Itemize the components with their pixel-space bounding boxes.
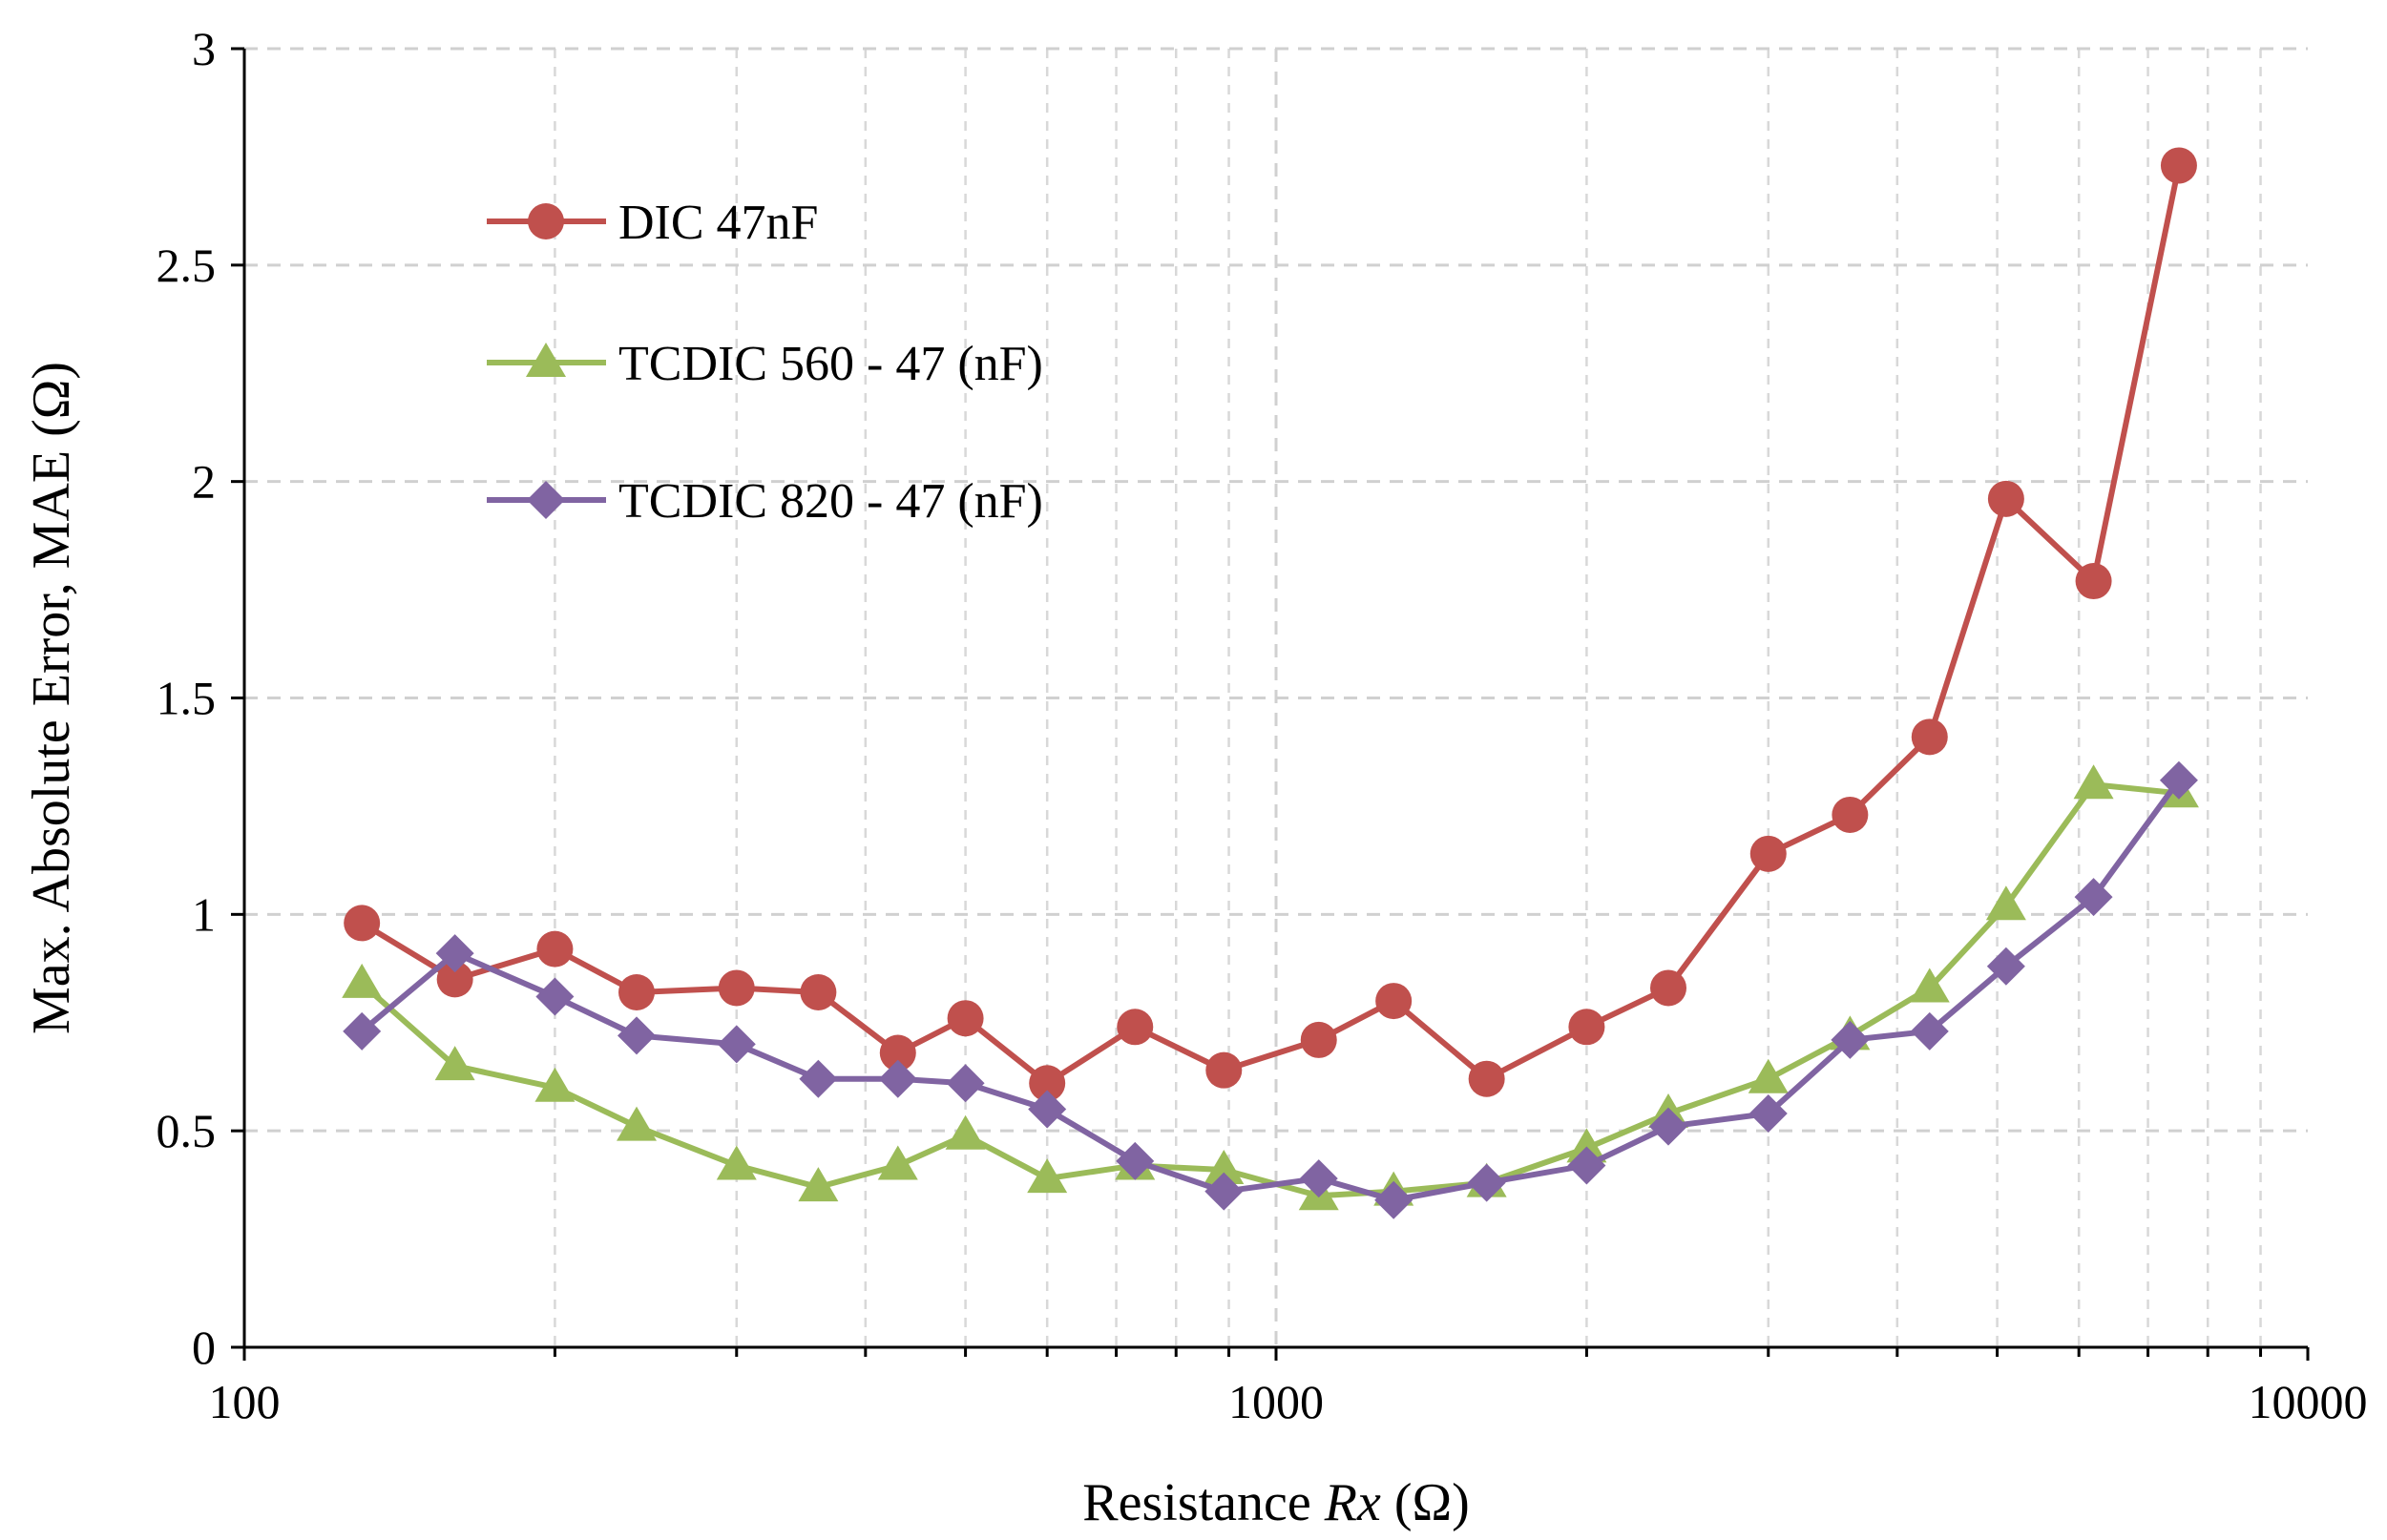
data-point-tcdic-820-47 — [618, 1016, 657, 1055]
data-point-dic-47nf — [1205, 1051, 1243, 1089]
legend-label-dic-47nf: DIC 47nF — [618, 196, 818, 250]
data-point-tcdic-820-47 — [717, 1025, 756, 1064]
data-point-tcdic-560-47 — [434, 1046, 475, 1081]
data-point-tcdic-820-47 — [878, 1059, 917, 1098]
y-tick-label: 2 — [192, 455, 216, 509]
data-point-dic-47nf — [1832, 796, 1869, 833]
series-group — [342, 147, 2199, 1219]
data-point-tcdic-820-47 — [799, 1059, 838, 1098]
y-tick-label: 0.5 — [157, 1104, 217, 1157]
x-tick-label: 10000 — [2249, 1375, 2368, 1428]
legend-label-tcdic-560-47: TCDIC 560 - 47 (nF) — [618, 337, 1043, 391]
y-tick-label: 3 — [192, 22, 216, 75]
data-point-dic-47nf — [536, 930, 574, 968]
x-tick-label: 1000 — [1228, 1375, 1324, 1428]
legend-entry-tcdic-820-47: TCDIC 820 - 47 (nF) — [487, 474, 1043, 529]
legend-marker-tcdic-560-47 — [526, 343, 566, 377]
data-point-tcdic-820-47 — [535, 977, 575, 1016]
data-point-dic-47nf — [718, 969, 755, 1007]
data-point-tcdic-560-47 — [1985, 885, 2026, 921]
data-point-tcdic-560-47 — [617, 1106, 658, 1141]
data-point-dic-47nf — [1911, 718, 1948, 756]
data-point-dic-47nf — [879, 1034, 916, 1072]
data-point-tcdic-820-47 — [1567, 1146, 1606, 1185]
series-line-tcdic-820-47 — [360, 778, 2182, 1203]
data-point-dic-47nf — [1468, 1060, 1505, 1097]
y-tick-label: 1.5 — [157, 672, 217, 725]
y-tick-label: 2.5 — [157, 239, 217, 292]
data-point-tcdic-820-47 — [1204, 1172, 1244, 1211]
data-point-tcdic-820-47 — [1028, 1090, 1067, 1129]
y-axis-title: Max. Absolute Error, MAE (Ω) — [22, 362, 81, 1034]
data-point-tcdic-820-47 — [2159, 760, 2198, 800]
data-point-tcdic-560-47 — [798, 1167, 839, 1202]
data-point-tcdic-820-47 — [1374, 1180, 1413, 1219]
data-point-tcdic-820-47 — [1299, 1159, 1338, 1198]
legend: DIC 47nF TCDIC 560 - 47 (nF) TCDIC 820 - 4… — [487, 196, 1043, 529]
data-point-tcdic-820-47 — [1831, 1020, 1870, 1059]
data-point-dic-47nf — [618, 973, 656, 1010]
data-point-tcdic-820-47 — [1467, 1163, 1506, 1202]
data-point-tcdic-820-47 — [2074, 878, 2113, 917]
data-point-tcdic-820-47 — [435, 934, 474, 973]
legend-marker-dic-47nf — [528, 203, 564, 239]
legend-entry-tcdic-560-47: TCDIC 560 - 47 (nF) — [487, 337, 1043, 391]
data-point-tcdic-560-47 — [342, 963, 383, 998]
axes: 100 1000 10000 0 0.5 1 1.5 2 2.5 3 — [157, 22, 2368, 1428]
data-point-tcdic-560-47 — [1748, 1058, 1789, 1093]
series-line-dic-47nf — [360, 164, 2182, 1087]
data-point-tcdic-560-47 — [534, 1067, 576, 1102]
data-point-tcdic-560-47 — [1909, 968, 1950, 1003]
data-point-tcdic-820-47 — [1649, 1107, 1688, 1146]
y-tick-label: 0 — [192, 1321, 216, 1374]
data-point-dic-47nf — [2075, 563, 2112, 600]
x-tick-label: 100 — [209, 1375, 281, 1428]
data-point-tcdic-560-47 — [1566, 1128, 1607, 1163]
data-point-tcdic-820-47 — [343, 1011, 382, 1051]
data-point-dic-47nf — [1300, 1021, 1337, 1058]
data-point-dic-47nf — [1749, 835, 1787, 872]
data-point-tcdic-560-47 — [1027, 1158, 1068, 1194]
legend-marker-tcdic-820-47 — [527, 481, 565, 519]
data-point-dic-47nf — [947, 1000, 984, 1037]
data-point-tcdic-820-47 — [946, 1064, 985, 1103]
data-point-tcdic-820-47 — [1116, 1141, 1155, 1180]
data-point-tcdic-820-47 — [1986, 947, 2025, 986]
data-point-dic-47nf — [1650, 969, 1687, 1007]
data-point-dic-47nf — [1029, 1065, 1066, 1102]
series-tcdic-820-47 — [343, 760, 2198, 1219]
data-point-tcdic-820-47 — [1910, 1011, 1949, 1051]
grid — [244, 47, 2308, 1347]
data-point-dic-47nf — [800, 973, 837, 1010]
data-point-tcdic-820-47 — [1748, 1094, 1788, 1134]
y-tick-label: 1 — [192, 887, 216, 941]
data-point-tcdic-560-47 — [877, 1145, 918, 1180]
data-point-dic-47nf — [2160, 147, 2197, 184]
x-axis-title: Resistance Rx (Ω) — [1082, 1473, 1469, 1532]
data-point-dic-47nf — [344, 905, 381, 942]
legend-entry-dic-47nf: DIC 47nF — [487, 196, 818, 250]
data-point-tcdic-560-47 — [2073, 764, 2114, 800]
series-dic-47nf — [344, 147, 2197, 1102]
data-point-dic-47nf — [1375, 983, 1413, 1020]
data-point-dic-47nf — [1987, 480, 2024, 517]
data-point-tcdic-560-47 — [945, 1114, 986, 1150]
data-point-dic-47nf — [436, 961, 473, 998]
data-point-tcdic-560-47 — [1204, 1149, 1245, 1184]
data-point-dic-47nf — [1117, 1009, 1154, 1046]
data-point-dic-47nf — [1568, 1009, 1605, 1046]
legend-label-tcdic-820-47: TCDIC 820 - 47 (nF) — [618, 474, 1043, 529]
data-point-tcdic-560-47 — [716, 1145, 757, 1180]
